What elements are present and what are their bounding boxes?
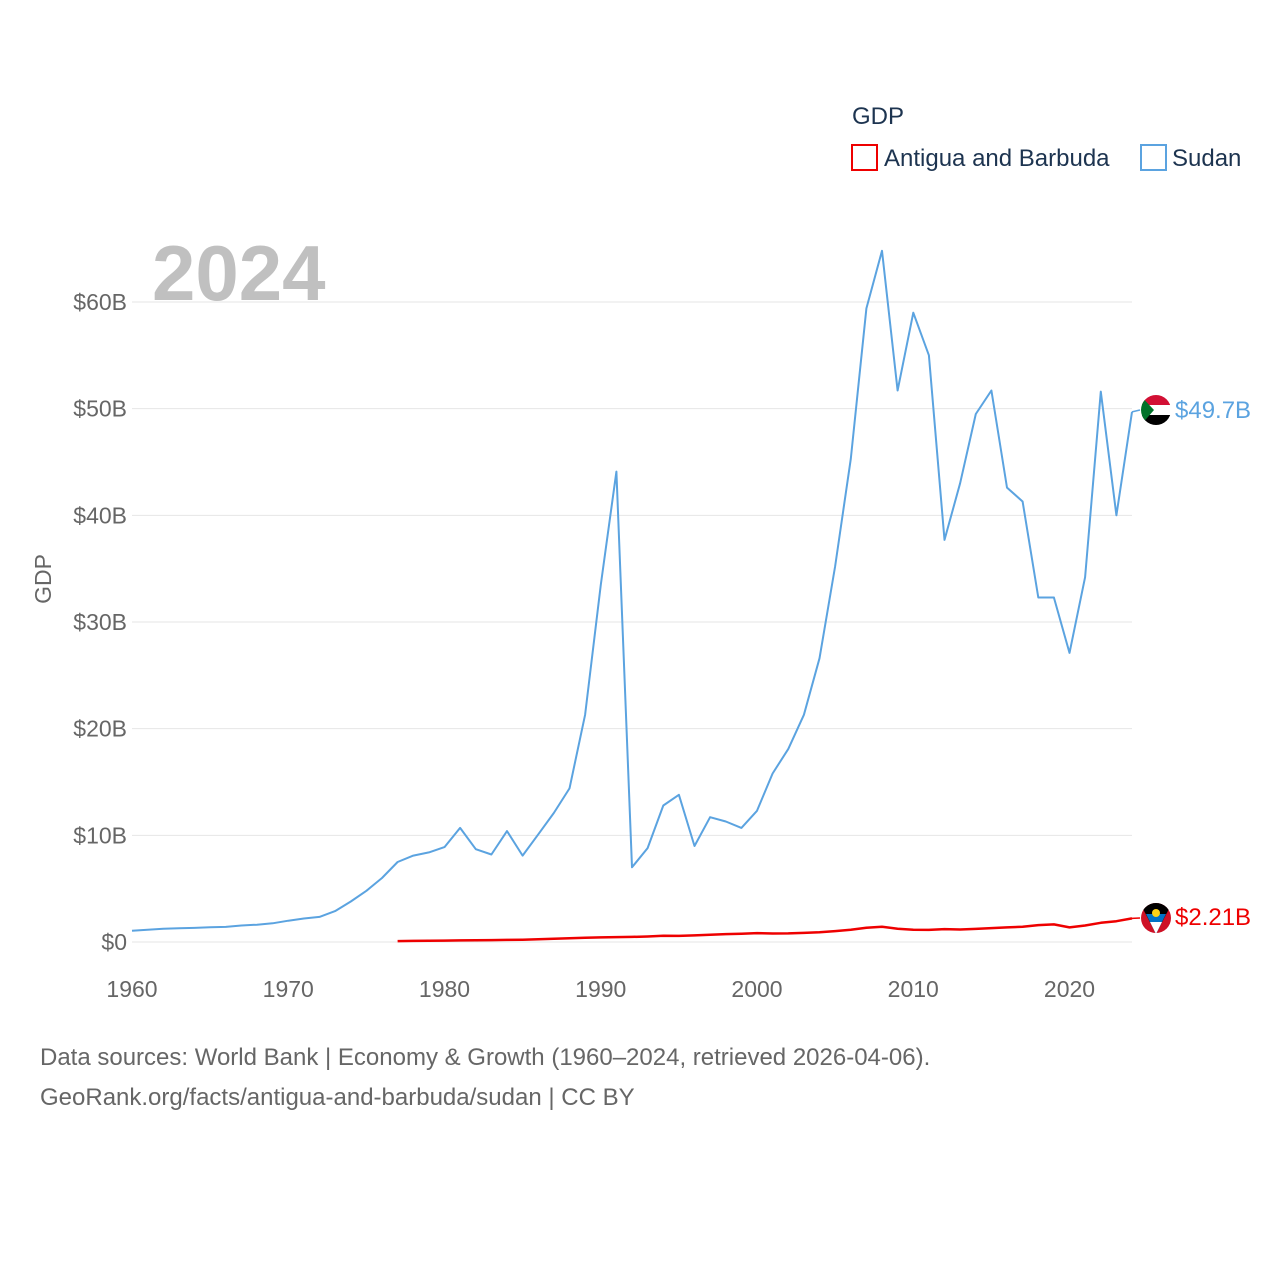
series-line-antigua-and-barbuda[interactable] [397, 917, 1133, 943]
x-tick-label: 1970 [263, 976, 314, 1002]
y-tick-label: $30B [73, 609, 127, 635]
x-tick-label: 1990 [575, 976, 626, 1002]
y-tick-label: $50B [73, 396, 127, 422]
legend-swatch-antigua-and-barbuda[interactable] [851, 144, 878, 171]
connector-sudan [1131, 409, 1141, 413]
legend: GDP Antigua and Barbuda Sudan [851, 103, 1241, 172]
x-tick-label: 2010 [888, 976, 939, 1002]
sudan-flag-icon [1141, 395, 1171, 425]
x-tick-label: 2020 [1044, 976, 1095, 1002]
antigua-and-barbuda-flag-icon [1141, 903, 1171, 933]
y-tick-label: $40B [73, 502, 127, 528]
legend-title: GDP [852, 103, 904, 130]
end-label-sudan: $49.7B [1175, 397, 1251, 424]
y-tick-label: $0 [101, 929, 127, 955]
end-label-antigua-and-barbuda: $2.21B [1175, 904, 1251, 931]
series-line-sudan[interactable] [131, 249, 1133, 932]
legend-swatch-sudan[interactable] [1140, 144, 1167, 171]
x-tick-label: 1980 [419, 976, 470, 1002]
legend-label-sudan[interactable]: Sudan [1172, 145, 1241, 172]
x-tick-label: 2000 [731, 976, 782, 1002]
x-tick-label: 1960 [106, 976, 157, 1002]
y-tick-label: $20B [73, 716, 127, 742]
y-tick-label: $60B [73, 289, 127, 315]
x-axis-ticks: 1960 1970 1980 1990 2000 2010 2020 [106, 976, 1095, 1002]
y-axis-ticks: $0 $10B $20B $30B $40B $50B $60B [73, 289, 127, 955]
footer-source: Data sources: World Bank | Economy & Gro… [40, 1044, 931, 1071]
y-tick-label: $10B [73, 822, 127, 848]
footer-link[interactable]: GeoRank.org/facts/antigua-and-barbuda/su… [40, 1084, 635, 1111]
gridlines [132, 301, 1132, 943]
gdp-line-chart: $0$10B$20B$30B$40B$50B$60B 1960 1970 1980 1… [30, 103, 1251, 1002]
legend-label-antigua-and-barbuda[interactable]: Antigua and Barbuda [884, 145, 1110, 172]
y-axis-label: GDP [30, 554, 56, 604]
year-label: 2024 [152, 229, 326, 317]
series-lines [131, 249, 1141, 943]
